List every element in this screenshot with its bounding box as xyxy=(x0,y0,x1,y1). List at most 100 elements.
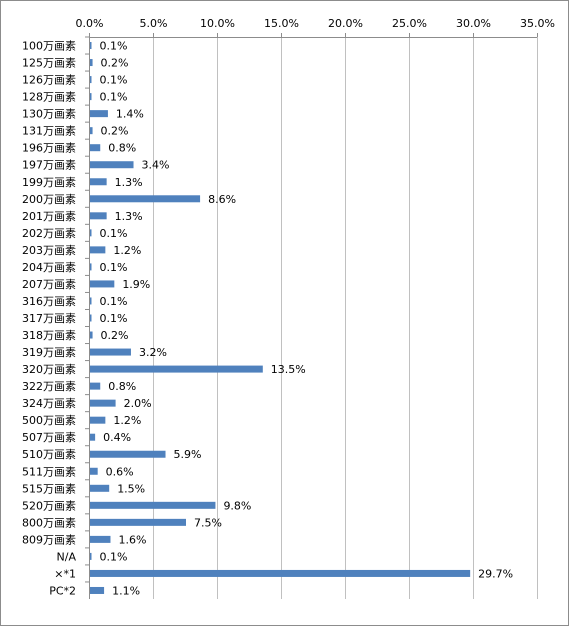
bar xyxy=(90,110,108,118)
bar xyxy=(90,212,107,220)
bars xyxy=(90,42,471,594)
grid-lines xyxy=(85,33,538,599)
x-tick-label: 35.0% xyxy=(520,17,555,30)
data-label: 0.8% xyxy=(108,380,136,393)
y-tick-label: 320万画素 xyxy=(22,363,76,376)
data-label: 5.9% xyxy=(174,448,202,461)
bar xyxy=(90,314,92,322)
x-tick-label: 30.0% xyxy=(456,17,491,30)
data-label: 13.5% xyxy=(271,363,306,376)
y-tick-label: N/A xyxy=(57,550,77,563)
bar xyxy=(90,399,116,407)
bar xyxy=(90,535,111,543)
y-tick-label: 318万画素 xyxy=(22,329,76,342)
data-label: 0.1% xyxy=(100,295,128,308)
bar xyxy=(90,127,93,135)
bar xyxy=(90,246,106,254)
data-label: 1.4% xyxy=(116,108,144,121)
y-tick-label: 196万画素 xyxy=(22,142,76,155)
data-label: 1.6% xyxy=(118,533,146,546)
bar xyxy=(90,586,105,594)
x-tick-label: 20.0% xyxy=(328,17,363,30)
bar xyxy=(90,76,92,84)
y-tick-label: ×*1 xyxy=(54,567,76,580)
data-label: 0.1% xyxy=(100,74,128,87)
x-tick-label: 15.0% xyxy=(264,17,299,30)
data-label: 3.2% xyxy=(139,346,167,359)
x-tick-label: 10.0% xyxy=(200,17,235,30)
bar xyxy=(90,263,92,271)
data-label: 0.1% xyxy=(100,40,128,53)
y-tick-label: 203万画素 xyxy=(22,244,76,257)
y-tick-label: 510万画素 xyxy=(22,448,76,461)
bar xyxy=(90,297,92,305)
y-tick-label: 100万画素 xyxy=(22,40,76,53)
bar xyxy=(90,518,186,526)
data-label: 1.5% xyxy=(117,482,145,495)
y-tick-label: 800万画素 xyxy=(22,516,76,529)
bar xyxy=(90,195,201,203)
y-tick-label: 207万画素 xyxy=(22,278,76,291)
bar xyxy=(90,161,134,169)
data-label: 1.3% xyxy=(115,176,143,189)
data-label: 0.2% xyxy=(101,57,129,70)
y-tick-label: 319万画素 xyxy=(22,346,76,359)
data-label: 1.3% xyxy=(115,210,143,223)
bar xyxy=(90,144,101,152)
data-label: 9.8% xyxy=(223,499,251,512)
y-tick-label: 500万画素 xyxy=(22,414,76,427)
y-tick-label: 199万画素 xyxy=(22,176,76,189)
data-label: 1.9% xyxy=(122,278,150,291)
bar xyxy=(90,552,92,560)
data-label: 0.4% xyxy=(103,431,131,444)
data-label: 29.7% xyxy=(478,567,513,580)
data-label: 0.2% xyxy=(101,125,129,138)
y-tick-label: 202万画素 xyxy=(22,227,76,240)
y-tick-label: 515万画素 xyxy=(22,482,76,495)
y-tick-label: 520万画素 xyxy=(22,499,76,512)
data-label: 8.6% xyxy=(208,193,236,206)
data-label: 0.2% xyxy=(101,329,129,342)
y-tick-label: 809万画素 xyxy=(22,533,76,546)
data-label: 0.8% xyxy=(108,142,136,155)
y-tick-label: 322万画素 xyxy=(22,380,76,393)
y-tick-label: PC*2 xyxy=(49,584,76,597)
bar xyxy=(90,484,110,492)
y-tick-label: 316万画素 xyxy=(22,295,76,308)
data-label: 7.5% xyxy=(194,516,222,529)
bar xyxy=(90,382,101,390)
data-label: 0.1% xyxy=(100,312,128,325)
bar xyxy=(90,229,92,237)
bar xyxy=(90,569,471,577)
bar xyxy=(90,501,216,509)
bar xyxy=(90,42,92,50)
y-tick-label: 201万画素 xyxy=(22,210,76,223)
bar xyxy=(90,450,166,458)
data-label: 1.2% xyxy=(113,414,141,427)
bar xyxy=(90,467,98,475)
bar xyxy=(90,433,96,441)
y-tick-label: 317万画素 xyxy=(22,312,76,325)
x-tick-label: 25.0% xyxy=(392,17,427,30)
x-tick-label: 0.0% xyxy=(76,17,104,30)
value-labels: 0.1% 0.2% 0.1% 0.1% 1.4% 0.2% 0.8% 3.4% 1.3% 8.6%… xyxy=(100,40,514,598)
data-label: 0.1% xyxy=(100,227,128,240)
bar xyxy=(90,348,131,356)
bar xyxy=(90,365,263,373)
x-tick-label: 5.0% xyxy=(140,17,168,30)
bar xyxy=(90,331,93,339)
bar xyxy=(90,280,115,288)
data-label: 0.1% xyxy=(100,91,128,104)
y-tick-label: 125万画素 xyxy=(22,57,76,70)
y-tick-label: 197万画素 xyxy=(22,159,76,172)
data-label: 0.1% xyxy=(100,261,128,274)
data-label: 0.1% xyxy=(100,550,128,563)
bar xyxy=(90,93,92,101)
category-labels: 100万画素 125万画素 126万画素 128万画素 130万画素 131万画素 196万… xyxy=(22,40,76,598)
y-tick-label: 126万画素 xyxy=(22,74,76,87)
y-tick-label: 204万画素 xyxy=(22,261,76,274)
y-tick-label: 200万画素 xyxy=(22,193,76,206)
bar xyxy=(90,59,93,67)
data-label: 3.4% xyxy=(142,159,170,172)
